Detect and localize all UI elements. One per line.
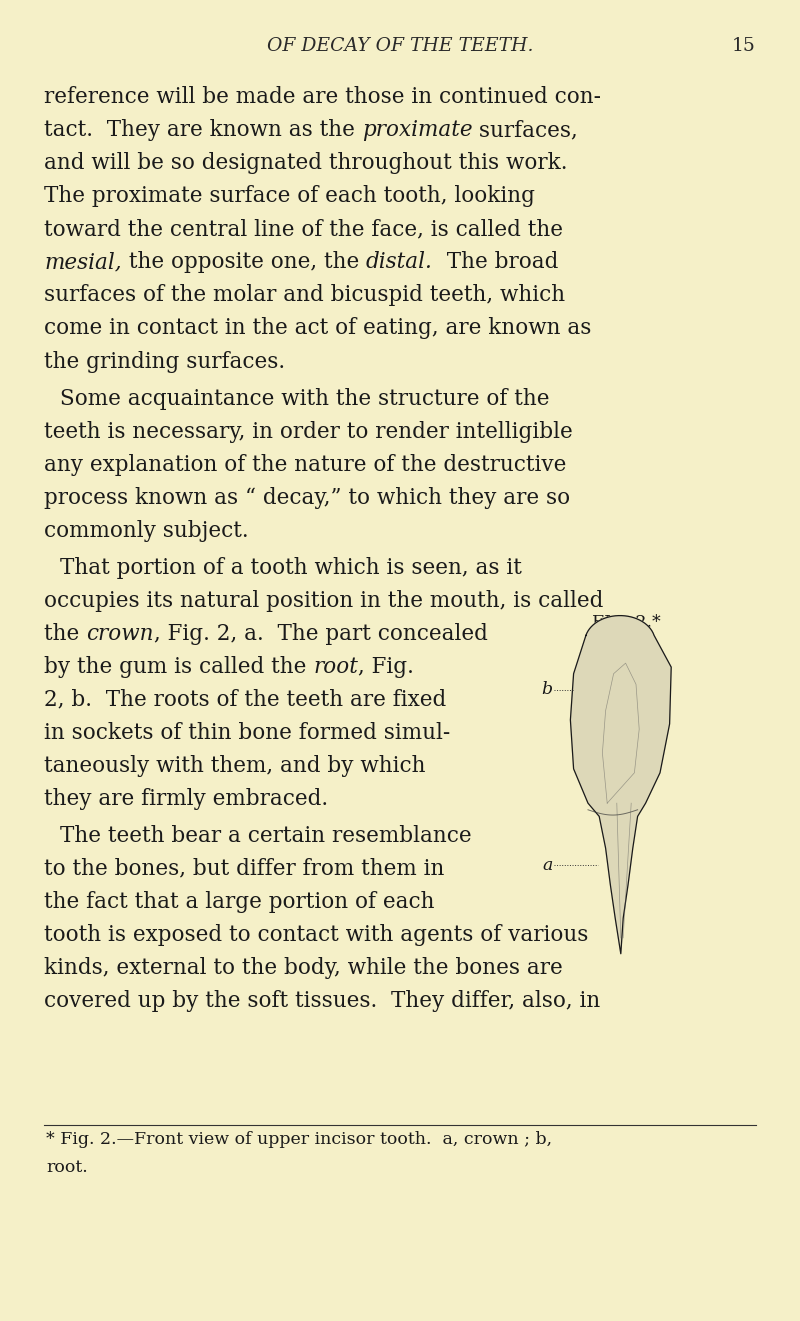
Text: 2, b.  The roots of the teeth are fixed: 2, b. The roots of the teeth are fixed [44, 688, 446, 711]
Text: root.: root. [46, 1159, 88, 1176]
Text: That portion of a tooth which is seen, as it: That portion of a tooth which is seen, a… [60, 556, 522, 579]
Text: root: root [314, 655, 358, 678]
Text: toward the central line of the face, is called the: toward the central line of the face, is … [44, 218, 563, 240]
Text: The proximate surface of each tooth, looking: The proximate surface of each tooth, loo… [44, 185, 535, 207]
Text: mesial,: mesial, [44, 251, 122, 273]
Text: process known as “ decay,” to which they are so: process known as “ decay,” to which they… [44, 486, 570, 509]
Text: b: b [542, 682, 553, 697]
Text: in sockets of thin bone formed simul-: in sockets of thin bone formed simul- [44, 721, 450, 744]
Text: proximate: proximate [362, 119, 472, 141]
Polygon shape [570, 616, 671, 954]
Text: the fact that a large portion of each: the fact that a large portion of each [44, 890, 434, 913]
Text: taneously with them, and by which: taneously with them, and by which [44, 754, 426, 777]
Text: the: the [44, 622, 86, 645]
Text: surfaces,: surfaces, [472, 119, 578, 141]
Text: teeth is necessary, in order to render intelligible: teeth is necessary, in order to render i… [44, 420, 573, 443]
Text: The teeth bear a certain resemblance: The teeth bear a certain resemblance [60, 824, 472, 847]
Text: occupies its natural position in the mouth, is called: occupies its natural position in the mou… [44, 589, 603, 612]
Text: crown: crown [86, 622, 154, 645]
Text: a: a [542, 857, 553, 873]
Text: and will be so designated throughout this work.: and will be so designated throughout thi… [44, 152, 567, 174]
Text: kinds, external to the body, while the bones are: kinds, external to the body, while the b… [44, 956, 562, 979]
Text: reference will be made are those in continued con-: reference will be made are those in cont… [44, 86, 601, 108]
Text: the opposite one, the: the opposite one, the [122, 251, 366, 273]
Text: tooth is exposed to contact with agents of various: tooth is exposed to contact with agents … [44, 923, 588, 946]
Text: OF DECAY OF THE TEETH.: OF DECAY OF THE TEETH. [266, 37, 534, 55]
Text: , Fig. 2, a.  The part concealed: , Fig. 2, a. The part concealed [154, 622, 487, 645]
Text: , Fig.: , Fig. [358, 655, 414, 678]
Text: FIG. 2.*: FIG. 2.* [592, 614, 661, 631]
Text: any explanation of the nature of the destructive: any explanation of the nature of the des… [44, 453, 566, 476]
Text: they are firmly embraced.: they are firmly embraced. [44, 787, 328, 810]
Text: surfaces of the molar and bicuspid teeth, which: surfaces of the molar and bicuspid teeth… [44, 284, 565, 306]
Text: commonly subject.: commonly subject. [44, 519, 249, 542]
Text: * Fig. 2.—Front view of upper incisor tooth.  a, crown ; b,: * Fig. 2.—Front view of upper incisor to… [46, 1131, 553, 1148]
Text: to the bones, but differ from them in: to the bones, but differ from them in [44, 857, 444, 880]
Text: tact.  They are known as the: tact. They are known as the [44, 119, 362, 141]
Text: the grinding surfaces.: the grinding surfaces. [44, 350, 285, 373]
Text: come in contact in the act of eating, are known as: come in contact in the act of eating, ar… [44, 317, 591, 339]
Text: distal.: distal. [366, 251, 433, 273]
Text: by the gum is called the: by the gum is called the [44, 655, 314, 678]
Text: covered up by the soft tissues.  They differ, also, in: covered up by the soft tissues. They dif… [44, 989, 600, 1012]
Text: The broad: The broad [433, 251, 558, 273]
Text: Some acquaintance with the structure of the: Some acquaintance with the structure of … [60, 387, 550, 410]
Text: 15: 15 [732, 37, 756, 55]
